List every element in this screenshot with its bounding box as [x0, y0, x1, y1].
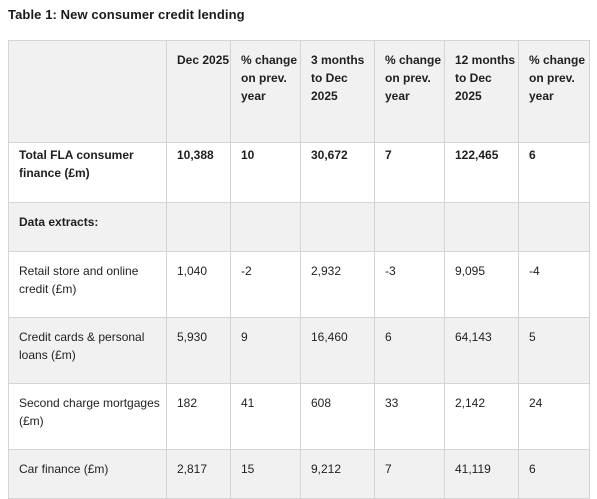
header-row: Dec 2025 % change on prev. year 3 months… [8, 40, 590, 143]
table-cell-empty [166, 202, 231, 252]
header-cell-empty [8, 40, 167, 143]
table-cell: 41 [230, 383, 301, 450]
table-cell: 1,040 [166, 251, 231, 318]
table-cell: -4 [518, 251, 590, 318]
table-title: Table 1: New consumer credit lending [8, 7, 245, 22]
table-cell-empty [374, 202, 445, 252]
table-cell: 6 [518, 142, 590, 203]
table-cell: 5,930 [166, 317, 231, 384]
table-cell: 2,932 [300, 251, 375, 318]
table-cell: 41,119 [444, 449, 519, 499]
table-cell: 7 [374, 449, 445, 499]
table-cell: 182 [166, 383, 231, 450]
row-label: Credit cards & personal loans (£m) [8, 317, 167, 384]
table-cell: 33 [374, 383, 445, 450]
header-cell-3-months: 3 months to Dec 2025 [300, 40, 375, 143]
table-cell: 2,817 [166, 449, 231, 499]
table-row: Retail store and online credit (£m) 1,04… [8, 251, 590, 318]
header-cell-12-months: 12 months to Dec 2025 [444, 40, 519, 143]
table-row: Car finance (£m) 2,817 15 9,212 7 41,119… [8, 449, 590, 499]
header-cell-dec-2025: Dec 2025 [166, 40, 231, 143]
table-cell: 15 [230, 449, 301, 499]
header-cell-pct-change-3-months: % change on prev. year [374, 40, 445, 143]
table-cell: 9,212 [300, 449, 375, 499]
row-label: Car finance (£m) [8, 449, 167, 499]
table-row-extracts-heading: Data extracts: [8, 202, 590, 252]
table-cell-empty [300, 202, 375, 252]
row-label: Second charge mortgages (£m) [8, 383, 167, 450]
table-cell: 6 [518, 449, 590, 499]
table-cell: 2,142 [444, 383, 519, 450]
table-cell: 7 [374, 142, 445, 203]
section-label: Data extracts: [8, 202, 167, 252]
table-cell: 16,460 [300, 317, 375, 384]
table-cell: 9,095 [444, 251, 519, 318]
table-cell-empty [230, 202, 301, 252]
header-cell-pct-change-month: % change on prev. year [230, 40, 301, 143]
consumer-credit-table: Dec 2025 % change on prev. year 3 months… [8, 40, 590, 499]
row-label: Total FLA consumer finance (£m) [8, 142, 167, 203]
page: Table 1: New consumer credit lending Dec… [8, 7, 590, 499]
table-row: Credit cards & personal loans (£m) 5,930… [8, 317, 590, 384]
table-row: Second charge mortgages (£m) 182 41 608 … [8, 383, 590, 450]
table-cell: 9 [230, 317, 301, 384]
table-cell: 608 [300, 383, 375, 450]
table-cell: -2 [230, 251, 301, 318]
table-cell: 10,388 [166, 142, 231, 203]
table-cell: 24 [518, 383, 590, 450]
table-cell: 5 [518, 317, 590, 384]
table-cell: 122,465 [444, 142, 519, 203]
header-cell-pct-change-12-months: % change on prev. year [518, 40, 590, 143]
table-row-total: Total FLA consumer finance (£m) 10,388 1… [8, 142, 590, 203]
table-cell: 30,672 [300, 142, 375, 203]
row-label: Retail store and online credit (£m) [8, 251, 167, 318]
table-cell: 10 [230, 142, 301, 203]
table-cell-empty [444, 202, 519, 252]
table-cell-empty [518, 202, 590, 252]
table-cell: -3 [374, 251, 445, 318]
table-cell: 64,143 [444, 317, 519, 384]
table-cell: 6 [374, 317, 445, 384]
